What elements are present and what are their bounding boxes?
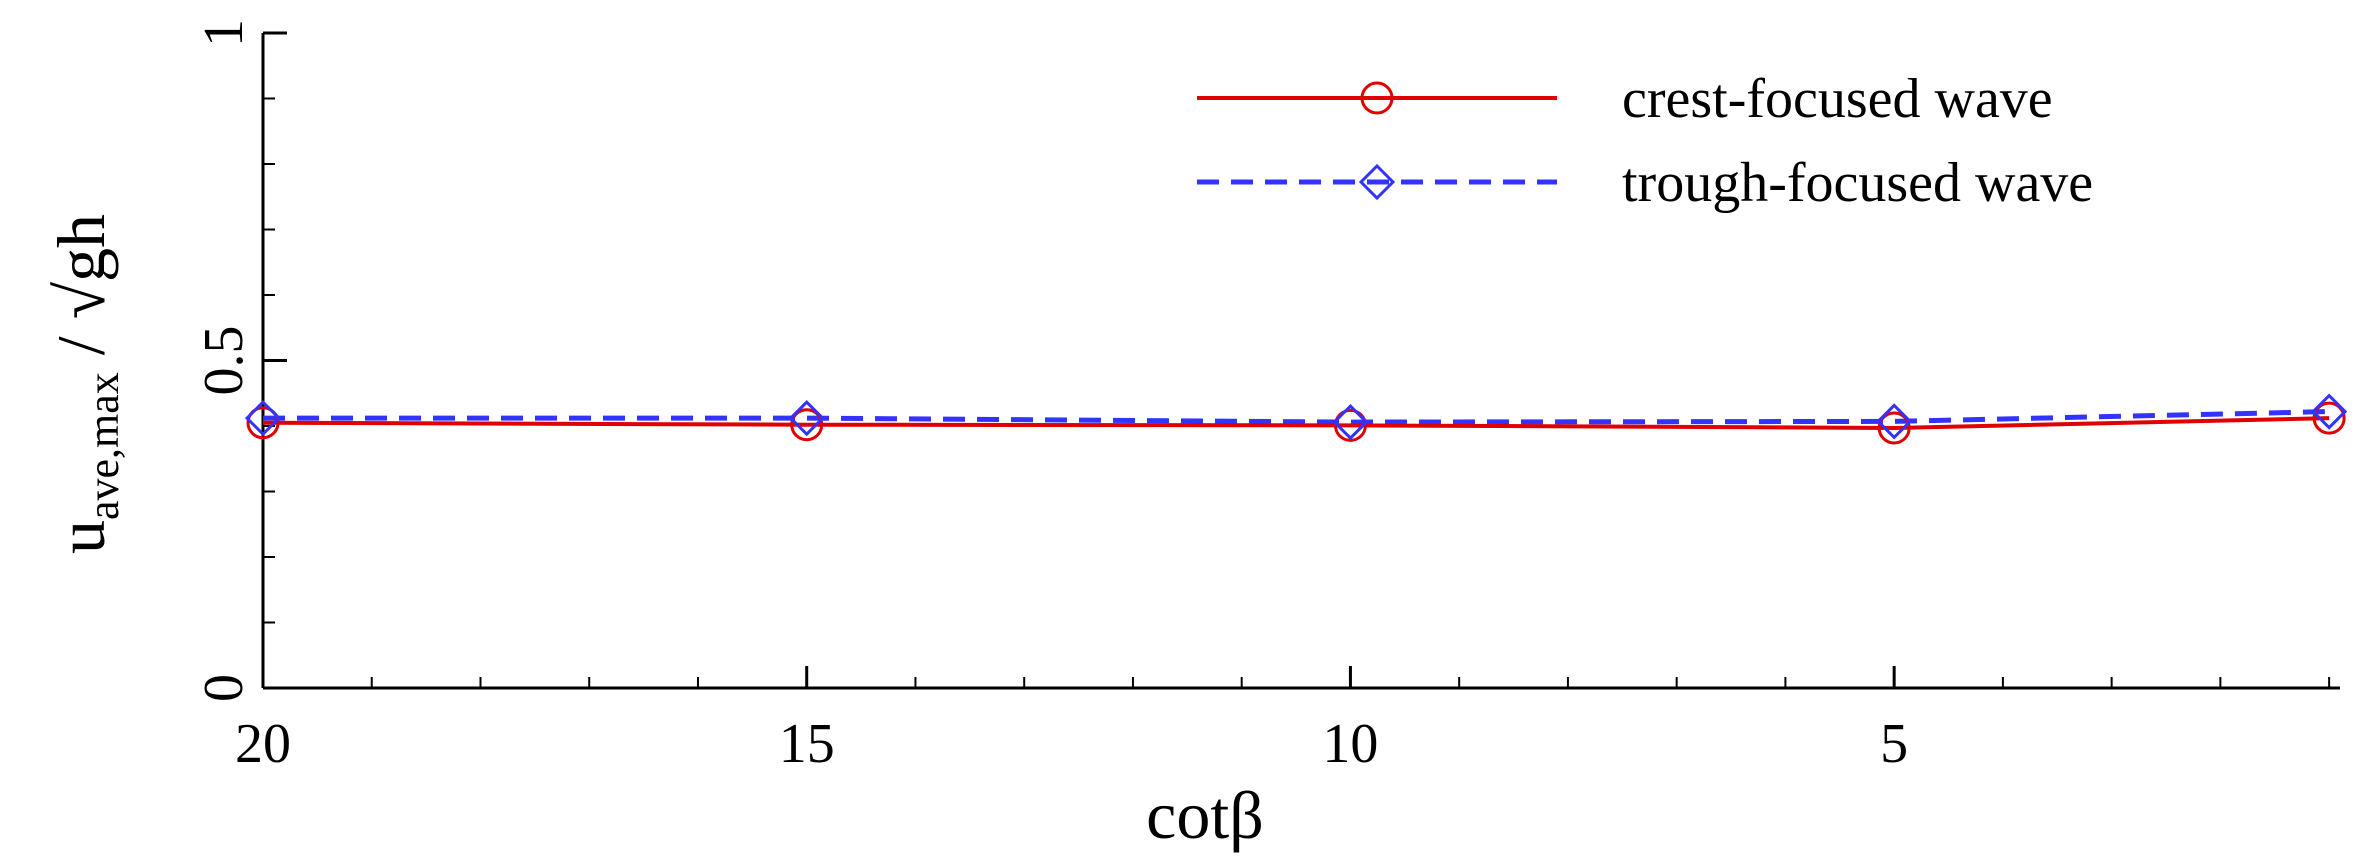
data-point-crest xyxy=(2312,401,2346,435)
y-tick-label: 1 xyxy=(193,19,255,47)
data-point-crest xyxy=(246,406,280,440)
y-tick-label: 0 xyxy=(193,674,255,702)
legend-label-crest: crest-focused wave xyxy=(1622,68,2053,130)
series-layer xyxy=(244,393,2348,445)
x-tick-label: 20 xyxy=(235,713,291,775)
data-point-crest xyxy=(1877,411,1911,445)
x-tick-label: 10 xyxy=(1322,713,1378,775)
legend-label-trough: trough-focused wave xyxy=(1622,152,2093,214)
series-line-crest xyxy=(262,416,2330,430)
y-tick-label: 0.5 xyxy=(193,326,255,396)
data-point-trough xyxy=(244,400,282,437)
legend-marker-crest xyxy=(1360,81,1394,115)
x-tick-label: 15 xyxy=(779,713,835,775)
legend-marker-trough xyxy=(1358,163,1396,201)
data-point-trough xyxy=(2311,393,2348,430)
axes xyxy=(261,33,2340,690)
y-axis-title-base: u xyxy=(43,520,119,554)
x-axis-title: cotβ xyxy=(1146,777,1264,853)
data-point-trough xyxy=(1876,403,1913,440)
x-tick-label: 5 xyxy=(1880,713,1908,775)
tick-labels: 20 15 10 5 0 0.5 1 xyxy=(193,19,1908,775)
data-point-crest xyxy=(790,408,824,442)
series-line-trough xyxy=(263,409,2330,425)
legend: crest-focused wave trough-focused wave xyxy=(1197,68,2093,214)
ticks xyxy=(261,31,2331,690)
data-point-trough xyxy=(788,400,825,437)
y-axis-title-subscript: ave,max xyxy=(79,372,128,520)
data-point-crest xyxy=(1333,408,1367,442)
y-axis-title-tail: / √gh xyxy=(43,214,119,372)
data-point-trough xyxy=(1332,403,1369,441)
y-axis-title: uave,max / √gh xyxy=(43,214,128,554)
